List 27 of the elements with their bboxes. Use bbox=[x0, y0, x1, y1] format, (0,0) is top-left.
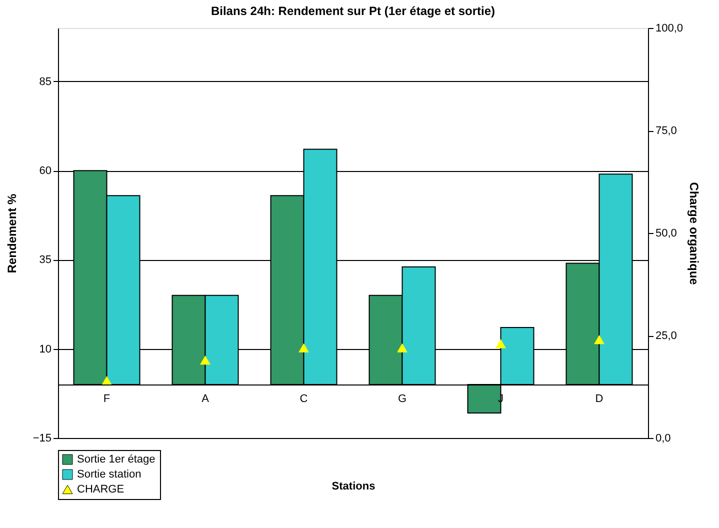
point bbox=[397, 343, 408, 352]
x-axis-title: Stations bbox=[332, 480, 376, 492]
point bbox=[594, 335, 604, 344]
y2-tick-label: 75,0 bbox=[656, 125, 677, 137]
chart-title: Bilans 24h: Rendement sur Pt (1er étage et sortie) bbox=[210, 4, 496, 18]
y2-tick-label: 50,0 bbox=[656, 228, 677, 240]
x-tick-label: F bbox=[103, 393, 110, 406]
y2-tick-label: 25,0 bbox=[656, 330, 677, 342]
point bbox=[200, 356, 210, 365]
x-tick-label: A bbox=[202, 393, 210, 406]
point bbox=[496, 339, 506, 348]
point bbox=[298, 343, 309, 352]
x-tick-label: D bbox=[595, 393, 604, 406]
y2-tick-label: 100,0 bbox=[656, 22, 684, 34]
y-tick-label: 60 bbox=[39, 165, 52, 178]
y2-axis-title: Charge organique bbox=[687, 182, 702, 286]
y2-tick-label: 0,0 bbox=[656, 432, 671, 444]
x-tick-label: C bbox=[300, 393, 308, 406]
legend-label: Sortie station bbox=[77, 468, 142, 480]
y-tick-label: −15 bbox=[32, 432, 52, 444]
y-axis-title: Rendement % bbox=[4, 194, 19, 274]
legend-label: CHARGE bbox=[77, 484, 124, 496]
x-tick-label: G bbox=[398, 393, 407, 406]
y-tick-label: 85 bbox=[39, 76, 52, 88]
legend-label: Sortie 1er étage bbox=[77, 454, 156, 466]
y-tick-label: 35 bbox=[39, 254, 52, 266]
y-tick-label: 10 bbox=[39, 343, 52, 356]
